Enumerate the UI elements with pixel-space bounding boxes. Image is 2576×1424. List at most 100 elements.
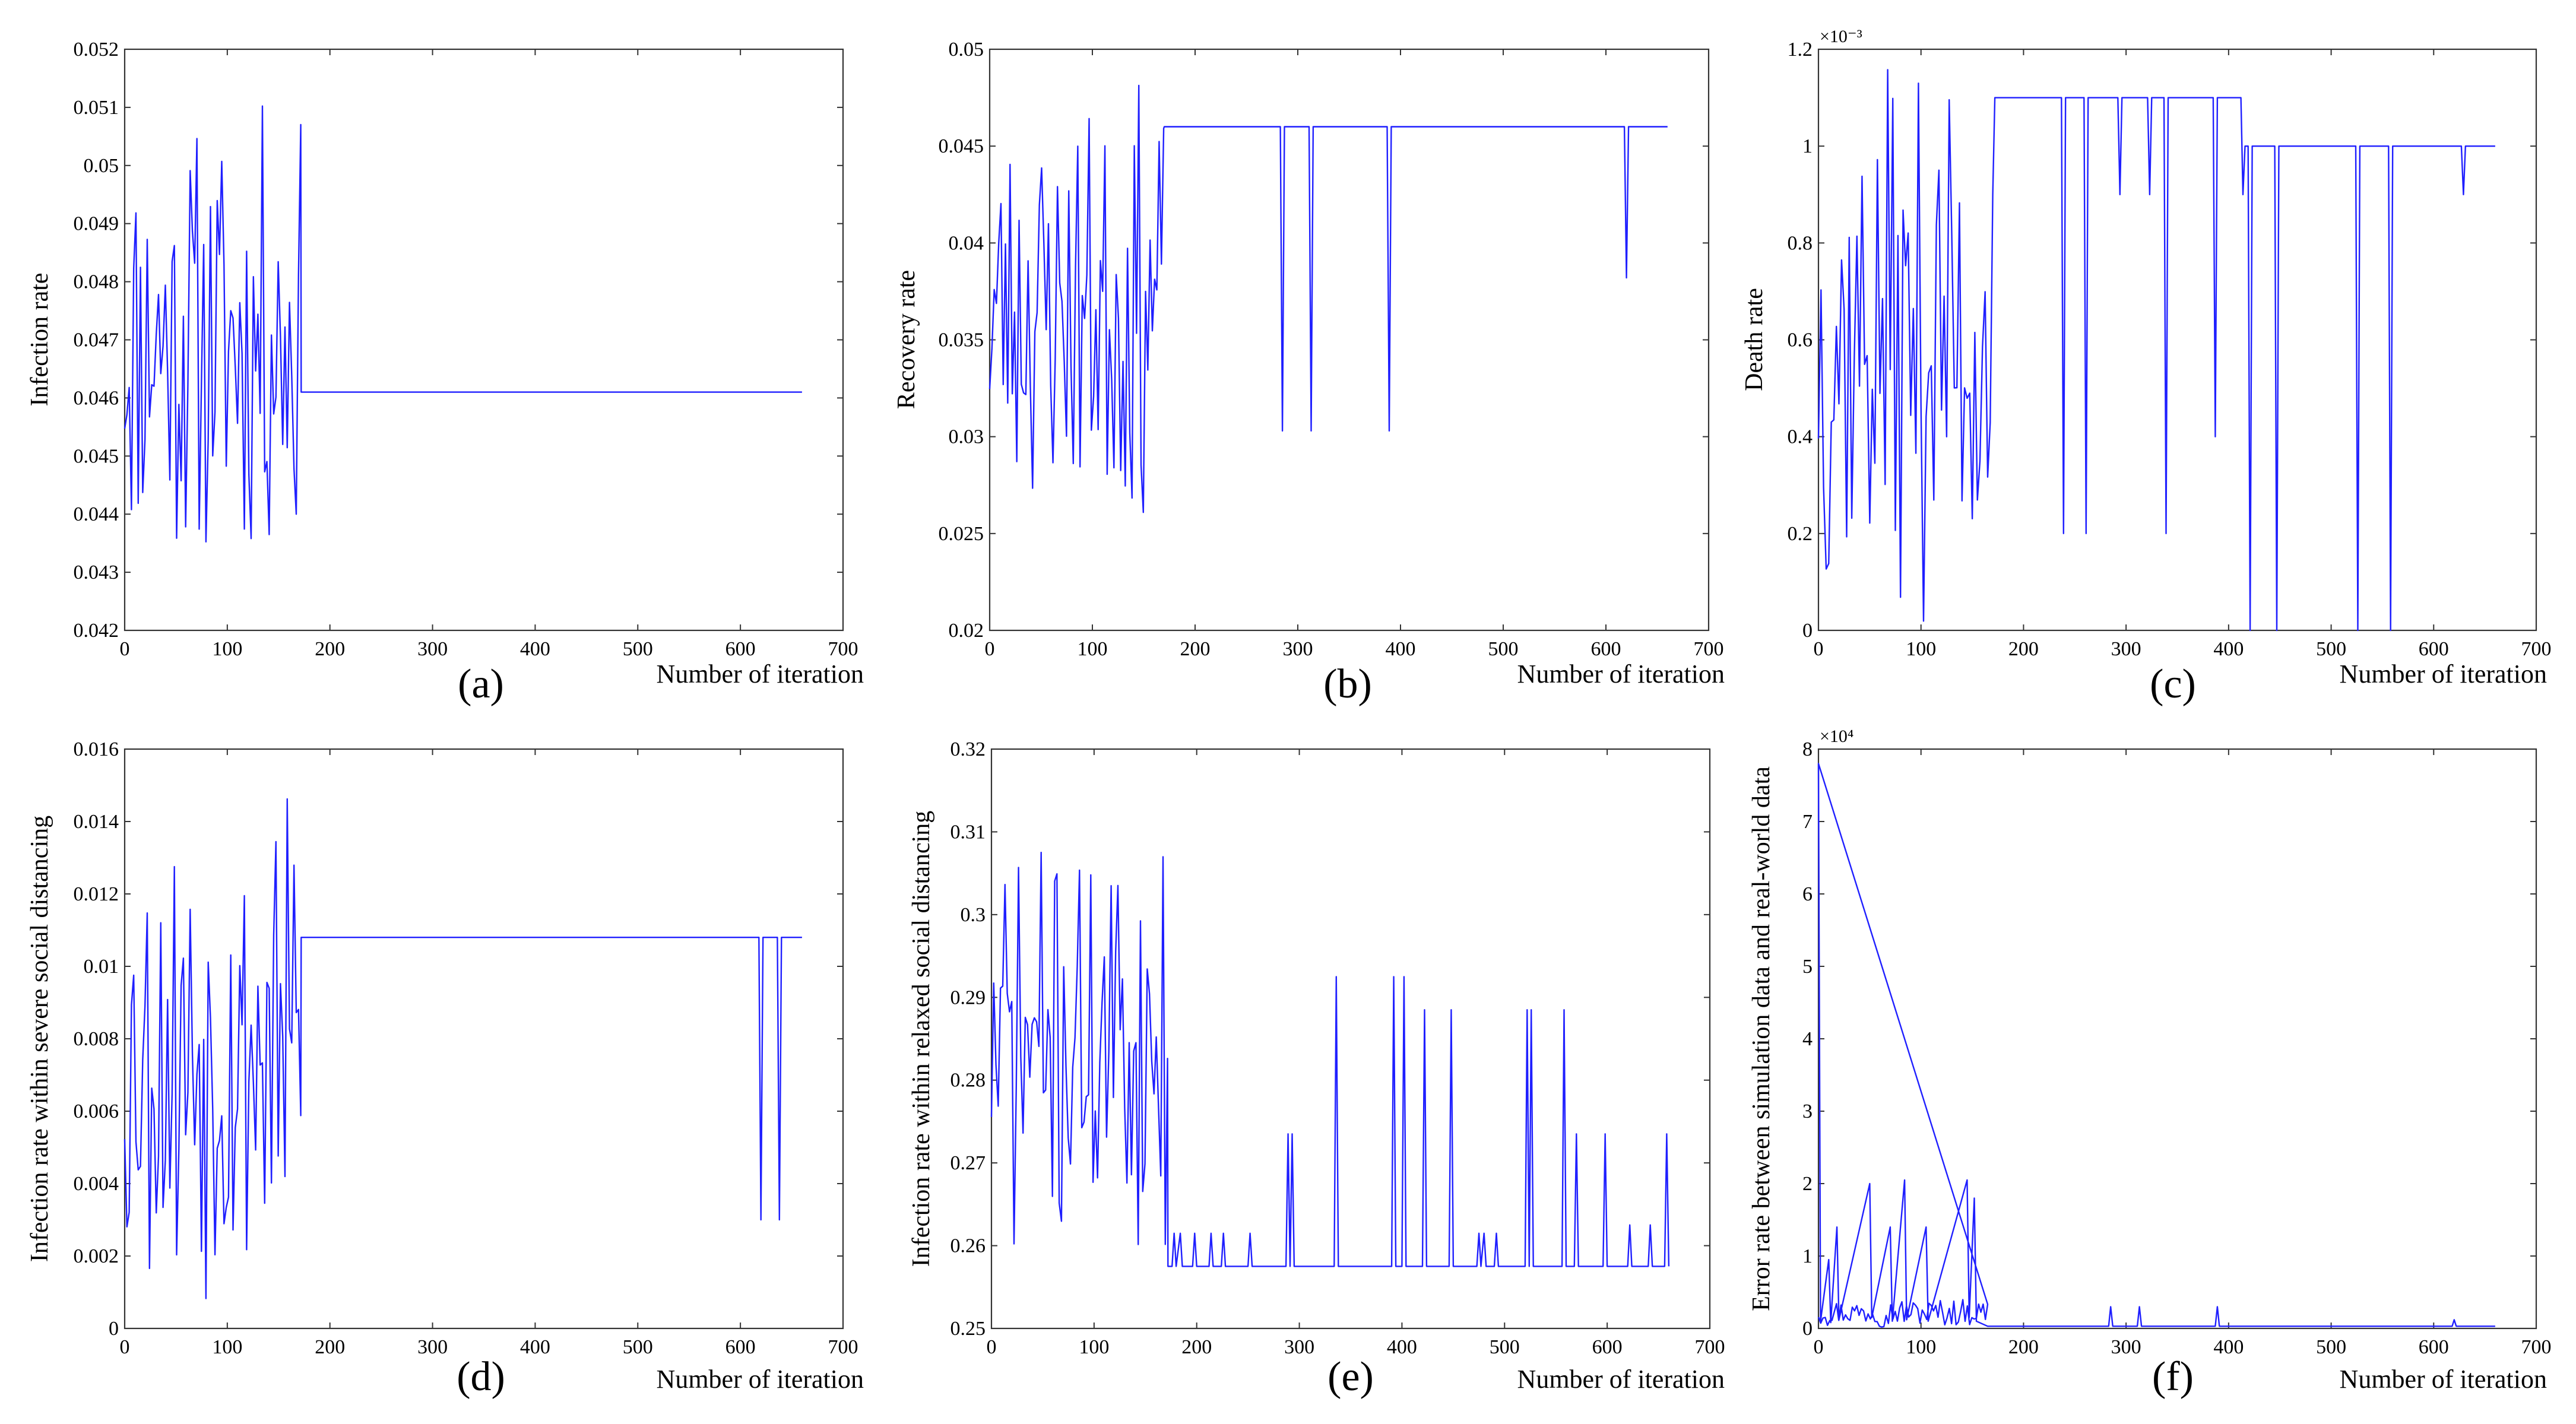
y-tick-label: 0.045 xyxy=(939,135,984,157)
x-tick-label: 500 xyxy=(2316,1336,2346,1358)
x-tick-label: 300 xyxy=(2111,1336,2141,1358)
x-tick-label: 0 xyxy=(987,1336,997,1358)
x-tick-label: 600 xyxy=(725,1336,756,1358)
x-tick-label: 400 xyxy=(520,1336,550,1358)
x-tick-label: 100 xyxy=(1906,1336,1936,1358)
y-tick-label: 0.31 xyxy=(950,821,986,843)
chart-panel-2: 0 100 200 300 400 500 600 700 0.02 0.025 0.03 0.035… xyxy=(893,39,1725,707)
x-tick-label: 400 xyxy=(2213,638,2244,660)
series-line-1 xyxy=(1817,69,2495,632)
y-tick-label: 0.016 xyxy=(74,738,119,760)
x-tick-label: 0 xyxy=(120,1336,130,1358)
chart-panel-1: 0 100 200 300 400 500 600 700 0.042 0.043 0.044 0.0… xyxy=(26,39,864,707)
series-line-1 xyxy=(988,84,1668,513)
y-tick-label: 7 xyxy=(1802,811,1813,833)
panel-label: (d) xyxy=(457,1354,505,1400)
y-tick-label: 0.047 xyxy=(74,329,119,351)
chart-panel-4: 0 100 200 300 400 500 600 700 0 0.002 0.004 0.006 0.… xyxy=(26,738,864,1400)
y-tick-label: 0 xyxy=(1802,1318,1813,1340)
x-tick-label: 0 xyxy=(1814,1336,1824,1358)
panel-label: (b) xyxy=(1323,661,1372,707)
y-tick-label: 0.006 xyxy=(74,1100,119,1122)
y-tick-label: 0.4 xyxy=(1788,426,1813,448)
plot-frame xyxy=(123,748,844,1330)
y-tick-label: 0 xyxy=(1802,620,1813,642)
y-tick-label: 0.025 xyxy=(939,523,984,545)
x-tick-label: 200 xyxy=(1181,1336,1212,1358)
panel-label: (c) xyxy=(2150,661,2196,707)
y-tick-label: 0 xyxy=(109,1318,119,1340)
plot-frame xyxy=(123,48,844,632)
x-tick-label: 100 xyxy=(1078,638,1108,660)
x-tick-label: 300 xyxy=(1284,1336,1314,1358)
chart-panel-3: 0 100 200 300 400 500 600 700 0 0.2 0.4 0.6 0.8 1 1.2 ×… xyxy=(1741,27,2552,707)
x-tick-label: 500 xyxy=(2316,638,2346,660)
plot-frame xyxy=(1817,48,2537,632)
y-tick-label: 0.6 xyxy=(1788,329,1813,351)
y-axis-label: Infection rate xyxy=(26,272,53,406)
y-tick-label: 0.004 xyxy=(74,1173,119,1195)
y-tick-label: 0.042 xyxy=(74,620,119,642)
y-tick-label: 0.044 xyxy=(74,503,119,525)
x-tick-label: 600 xyxy=(1591,638,1621,660)
x-tick-label: 100 xyxy=(1079,1336,1109,1358)
y-tick-label: 0.035 xyxy=(939,329,984,351)
x-tick-label: 400 xyxy=(520,638,550,660)
x-tick-label: 200 xyxy=(315,638,345,660)
y-tick-label: 0.01 xyxy=(84,956,119,978)
y-axis-exponent: ×10⁴ xyxy=(1820,727,1853,746)
x-tick-label: 300 xyxy=(1283,638,1313,660)
y-tick-label: 0.05 xyxy=(84,155,119,177)
x-axis-label: Number of iteration xyxy=(2340,1365,2547,1394)
x-tick-label: 200 xyxy=(2008,638,2039,660)
y-tick-label: 1.2 xyxy=(1788,39,1813,61)
y-tick-label: 1 xyxy=(1802,1245,1813,1267)
y-axis-label: Infection rate within relaxed social dis… xyxy=(908,811,935,1267)
chart-panel-5: 0 100 200 300 400 500 600 700 0.25 0.26 0.27 0.28 0.… xyxy=(908,738,1725,1400)
x-tick-label: 700 xyxy=(1695,1336,1725,1358)
y-tick-label: 0.045 xyxy=(74,445,119,467)
y-tick-label: 0.3 xyxy=(961,904,986,926)
x-tick-label: 500 xyxy=(623,638,653,660)
y-tick-label: 0.28 xyxy=(950,1070,986,1092)
y-tick-label: 0.012 xyxy=(74,883,119,905)
y-axis-label: Death rate xyxy=(1741,288,1768,391)
y-tick-label: 0.051 xyxy=(74,97,119,119)
x-tick-label: 700 xyxy=(2521,638,2552,660)
y-tick-label: 2 xyxy=(1802,1173,1813,1195)
x-tick-label: 200 xyxy=(2008,1336,2039,1358)
chart-panel-6: 0 100 200 300 400 500 600 700 0 1 2 3 4 5 6 7 8 ×10⁴ Error… xyxy=(1748,727,2552,1400)
x-tick-label: 700 xyxy=(828,638,858,660)
y-tick-label: 0.048 xyxy=(74,271,119,293)
y-tick-label: 3 xyxy=(1802,1100,1813,1122)
x-tick-label: 200 xyxy=(1180,638,1211,660)
x-tick-label: 300 xyxy=(417,638,448,660)
y-tick-label: 6 xyxy=(1802,883,1813,905)
x-tick-label: 600 xyxy=(1592,1336,1623,1358)
y-tick-label: 0.25 xyxy=(950,1318,986,1340)
plot-frame xyxy=(990,748,1711,1330)
y-tick-label: 0.046 xyxy=(74,387,119,409)
y-axis-label: Recovery rate xyxy=(893,270,920,409)
x-axis-label: Number of iteration xyxy=(1517,659,1725,689)
y-tick-label: 8 xyxy=(1802,738,1813,760)
plot-frame xyxy=(988,48,1710,632)
y-axis-exponent: ×10⁻³ xyxy=(1820,27,1862,46)
y-tick-label: 0.014 xyxy=(74,811,119,833)
x-tick-label: 600 xyxy=(725,638,756,660)
x-tick-label: 200 xyxy=(315,1336,345,1358)
x-tick-label: 600 xyxy=(2419,638,2449,660)
y-tick-label: 0.002 xyxy=(74,1245,119,1267)
y-tick-label: 0.052 xyxy=(74,39,119,61)
panel-label: (f) xyxy=(2152,1354,2194,1400)
x-tick-label: 500 xyxy=(623,1336,653,1358)
x-tick-label: 0 xyxy=(985,638,995,660)
y-tick-label: 0.049 xyxy=(74,213,119,235)
x-tick-label: 100 xyxy=(212,638,242,660)
y-tick-label: 0.008 xyxy=(74,1028,119,1050)
y-axis-label: Infection rate within severe social dist… xyxy=(26,816,53,1262)
x-tick-label: 0 xyxy=(120,638,130,660)
x-tick-label: 600 xyxy=(2419,1336,2449,1358)
y-tick-label: 5 xyxy=(1802,956,1813,978)
